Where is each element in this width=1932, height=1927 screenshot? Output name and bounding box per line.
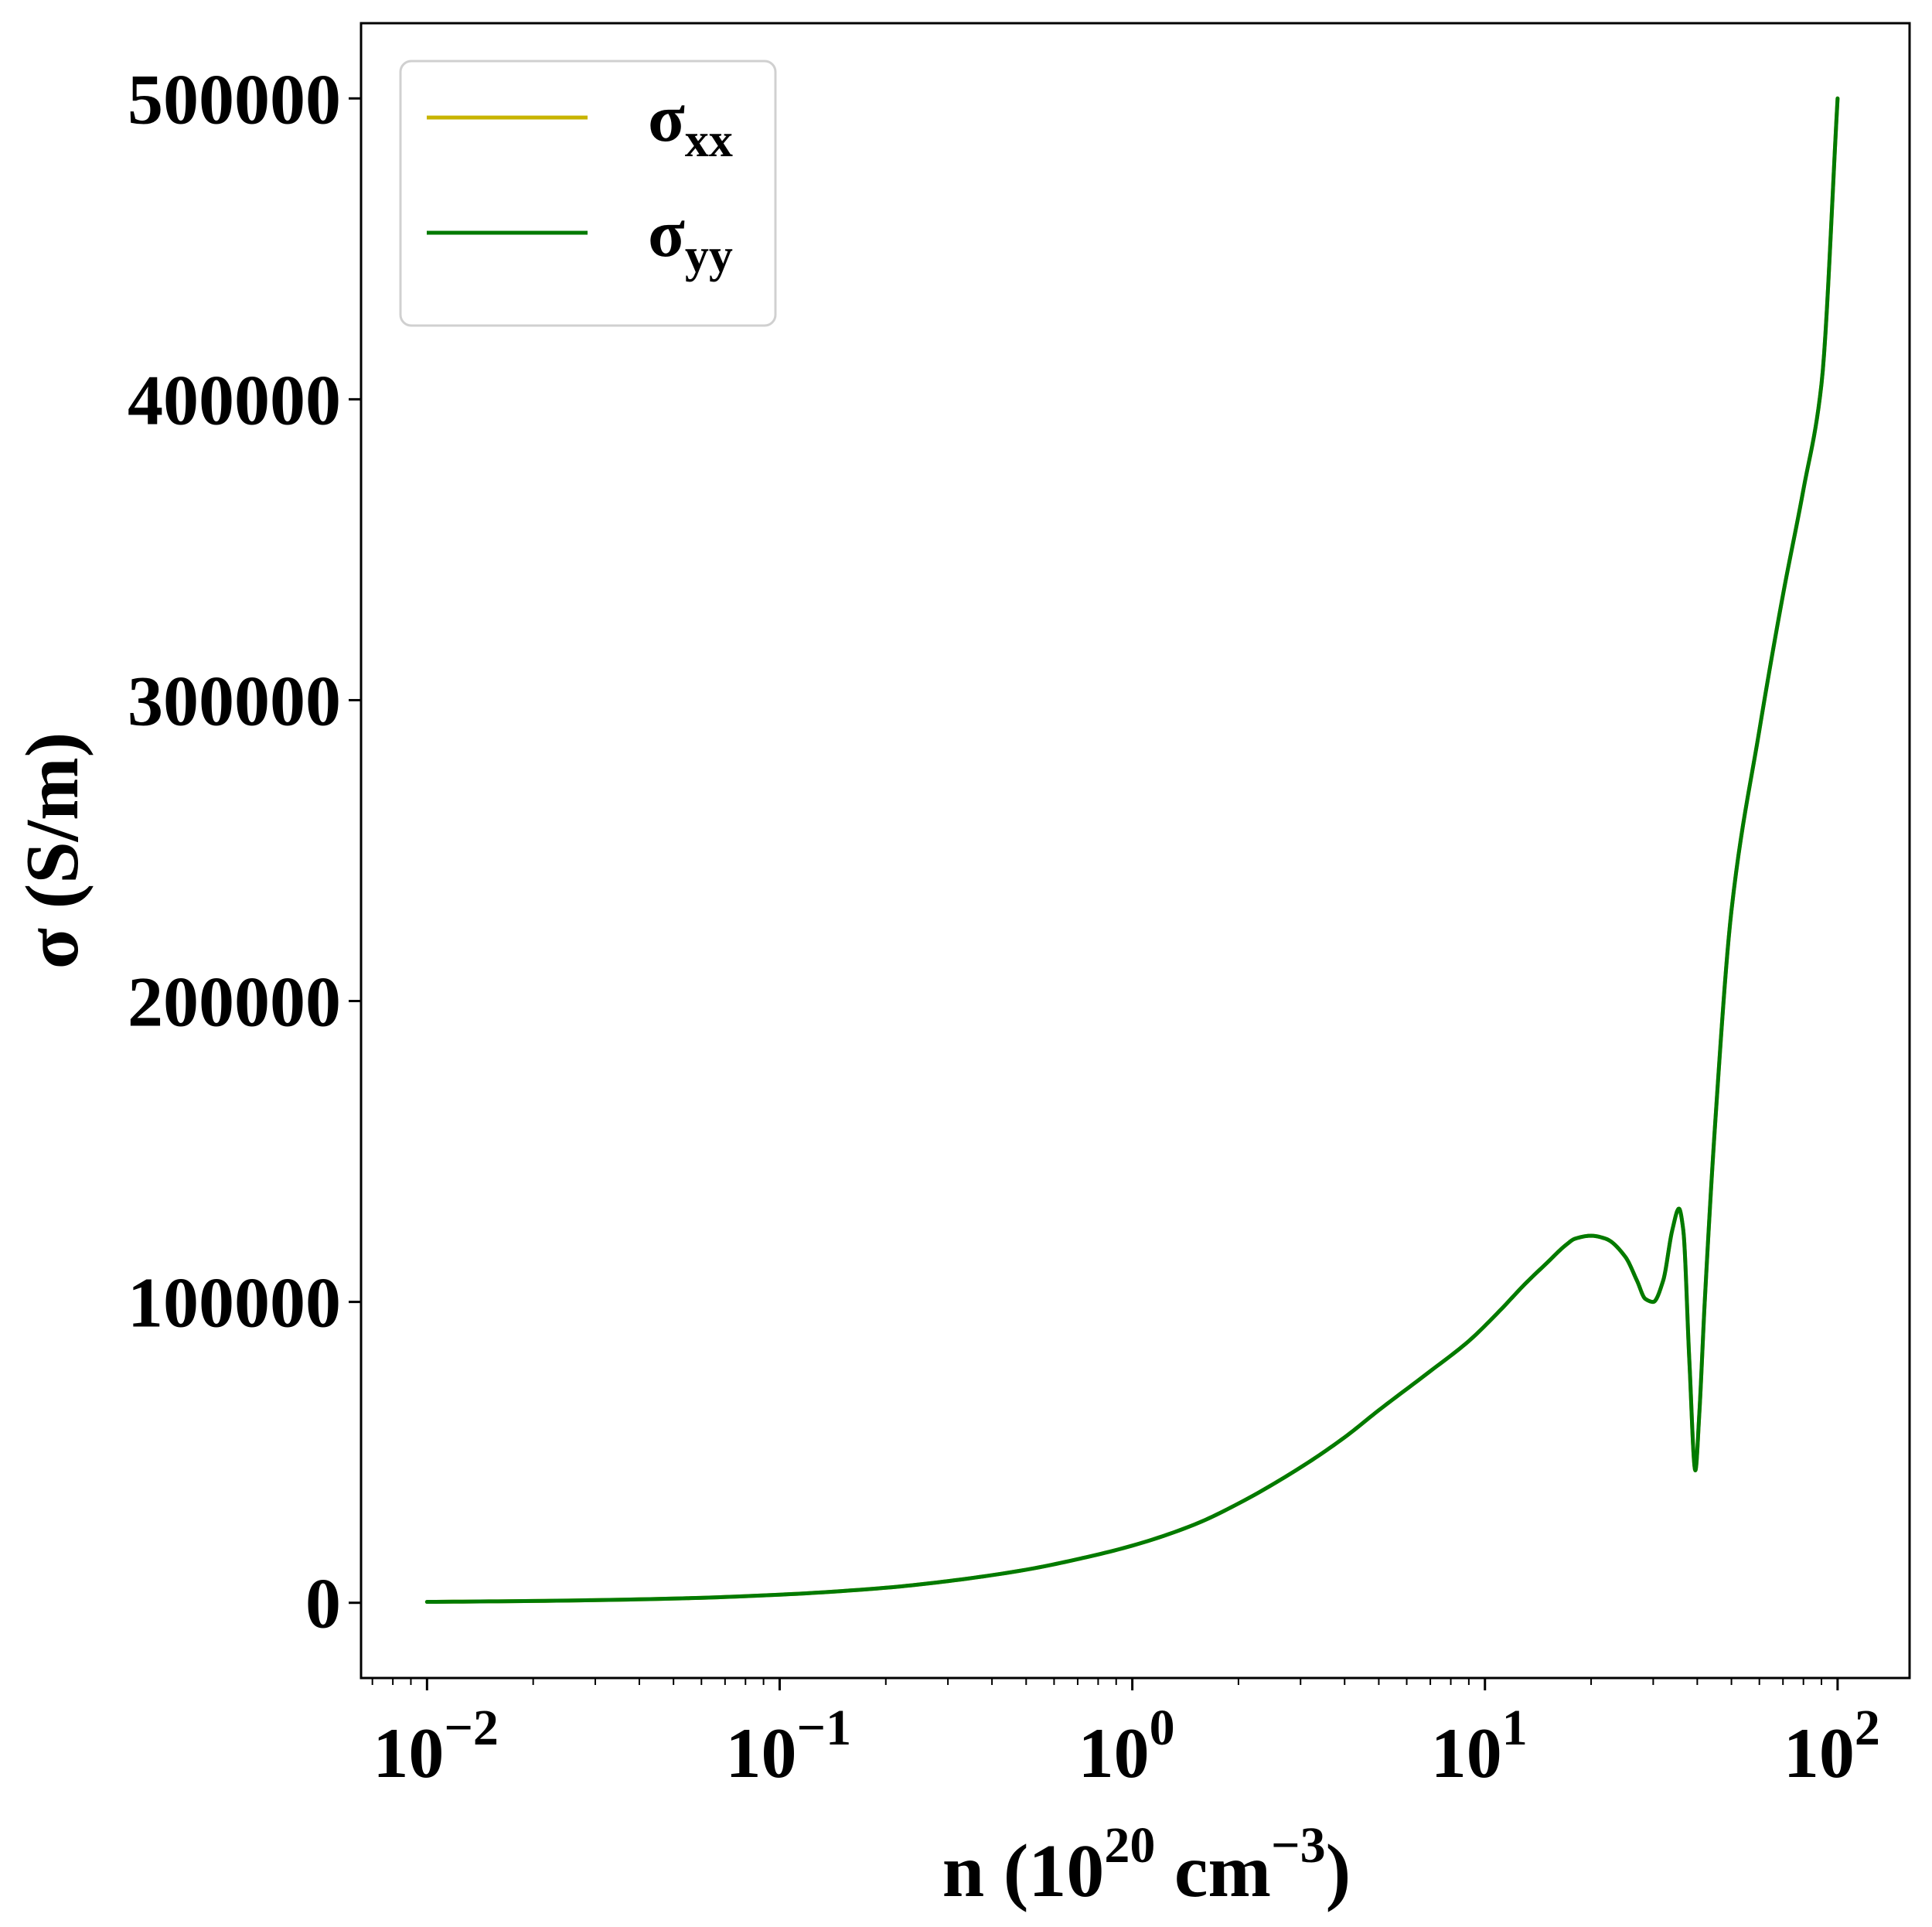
series-line-sigma-yy [424, 96, 1840, 1605]
x-axis-label: n (1020 cm−3) [942, 1817, 1351, 1913]
x-tick-label: 10−2 [373, 1700, 499, 1792]
plot-frame [359, 22, 1911, 1680]
series-layer [424, 96, 1840, 1605]
x-tick-label-base: 10 [725, 1714, 796, 1792]
x-tick-label-base: 10 [1078, 1714, 1150, 1792]
y-tick-label: 100000 [128, 1264, 341, 1342]
x-axis-label-end: ) [1326, 1830, 1351, 1913]
legend-label-sigma-xx: σxx [648, 81, 733, 167]
y-tick-label: 400000 [128, 360, 341, 439]
x-axis-label-exp1: 20 [1104, 1817, 1155, 1874]
x-tick-label-exponent: 2 [1855, 1700, 1880, 1756]
x-axis-ticks: 10−2 10−1 100 101 102 [373, 1678, 1880, 1792]
x-tick-label-exponent: 1 [1502, 1700, 1528, 1756]
legend-box [399, 60, 777, 327]
y-axis-label: σ (S/m) [11, 732, 94, 969]
x-tick-label-base: 10 [373, 1714, 444, 1792]
y-tick-label: 500000 [128, 60, 341, 138]
x-tick-label: 100 [1078, 1700, 1175, 1792]
legend-label-sigma-yy-sub: yy [685, 230, 733, 282]
x-tick-label-exponent: 0 [1150, 1700, 1175, 1756]
x-tick-label: 10−1 [725, 1700, 851, 1792]
x-tick-label-base: 10 [1431, 1714, 1502, 1792]
x-axis-label-base: n (10 [942, 1830, 1105, 1913]
x-axis-label-mid: cm [1155, 1830, 1271, 1913]
y-tick-label: 200000 [128, 963, 341, 1042]
y-axis-ticks: 0 100000 200000 300000 400000 500000 [128, 60, 361, 1643]
x-tick-label-base: 10 [1784, 1714, 1855, 1792]
legend-label-sigma-yy: σyy [648, 196, 733, 282]
x-tick-label-exponent: −1 [796, 1700, 851, 1756]
x-tick-label: 101 [1431, 1700, 1528, 1792]
x-axis-label-exp2: −3 [1271, 1817, 1326, 1874]
legend: σxx σyy [399, 60, 777, 327]
legend-label-sigma-yy-main: σ [648, 196, 685, 271]
x-tick-label-exponent: −2 [444, 1700, 499, 1756]
legend-label-sigma-xx-main: σ [648, 81, 685, 156]
x-tick-label: 102 [1784, 1700, 1880, 1792]
legend-label-sigma-xx-sub: xx [685, 114, 733, 167]
y-tick-label: 0 [305, 1564, 341, 1643]
y-tick-label: 300000 [128, 661, 341, 740]
